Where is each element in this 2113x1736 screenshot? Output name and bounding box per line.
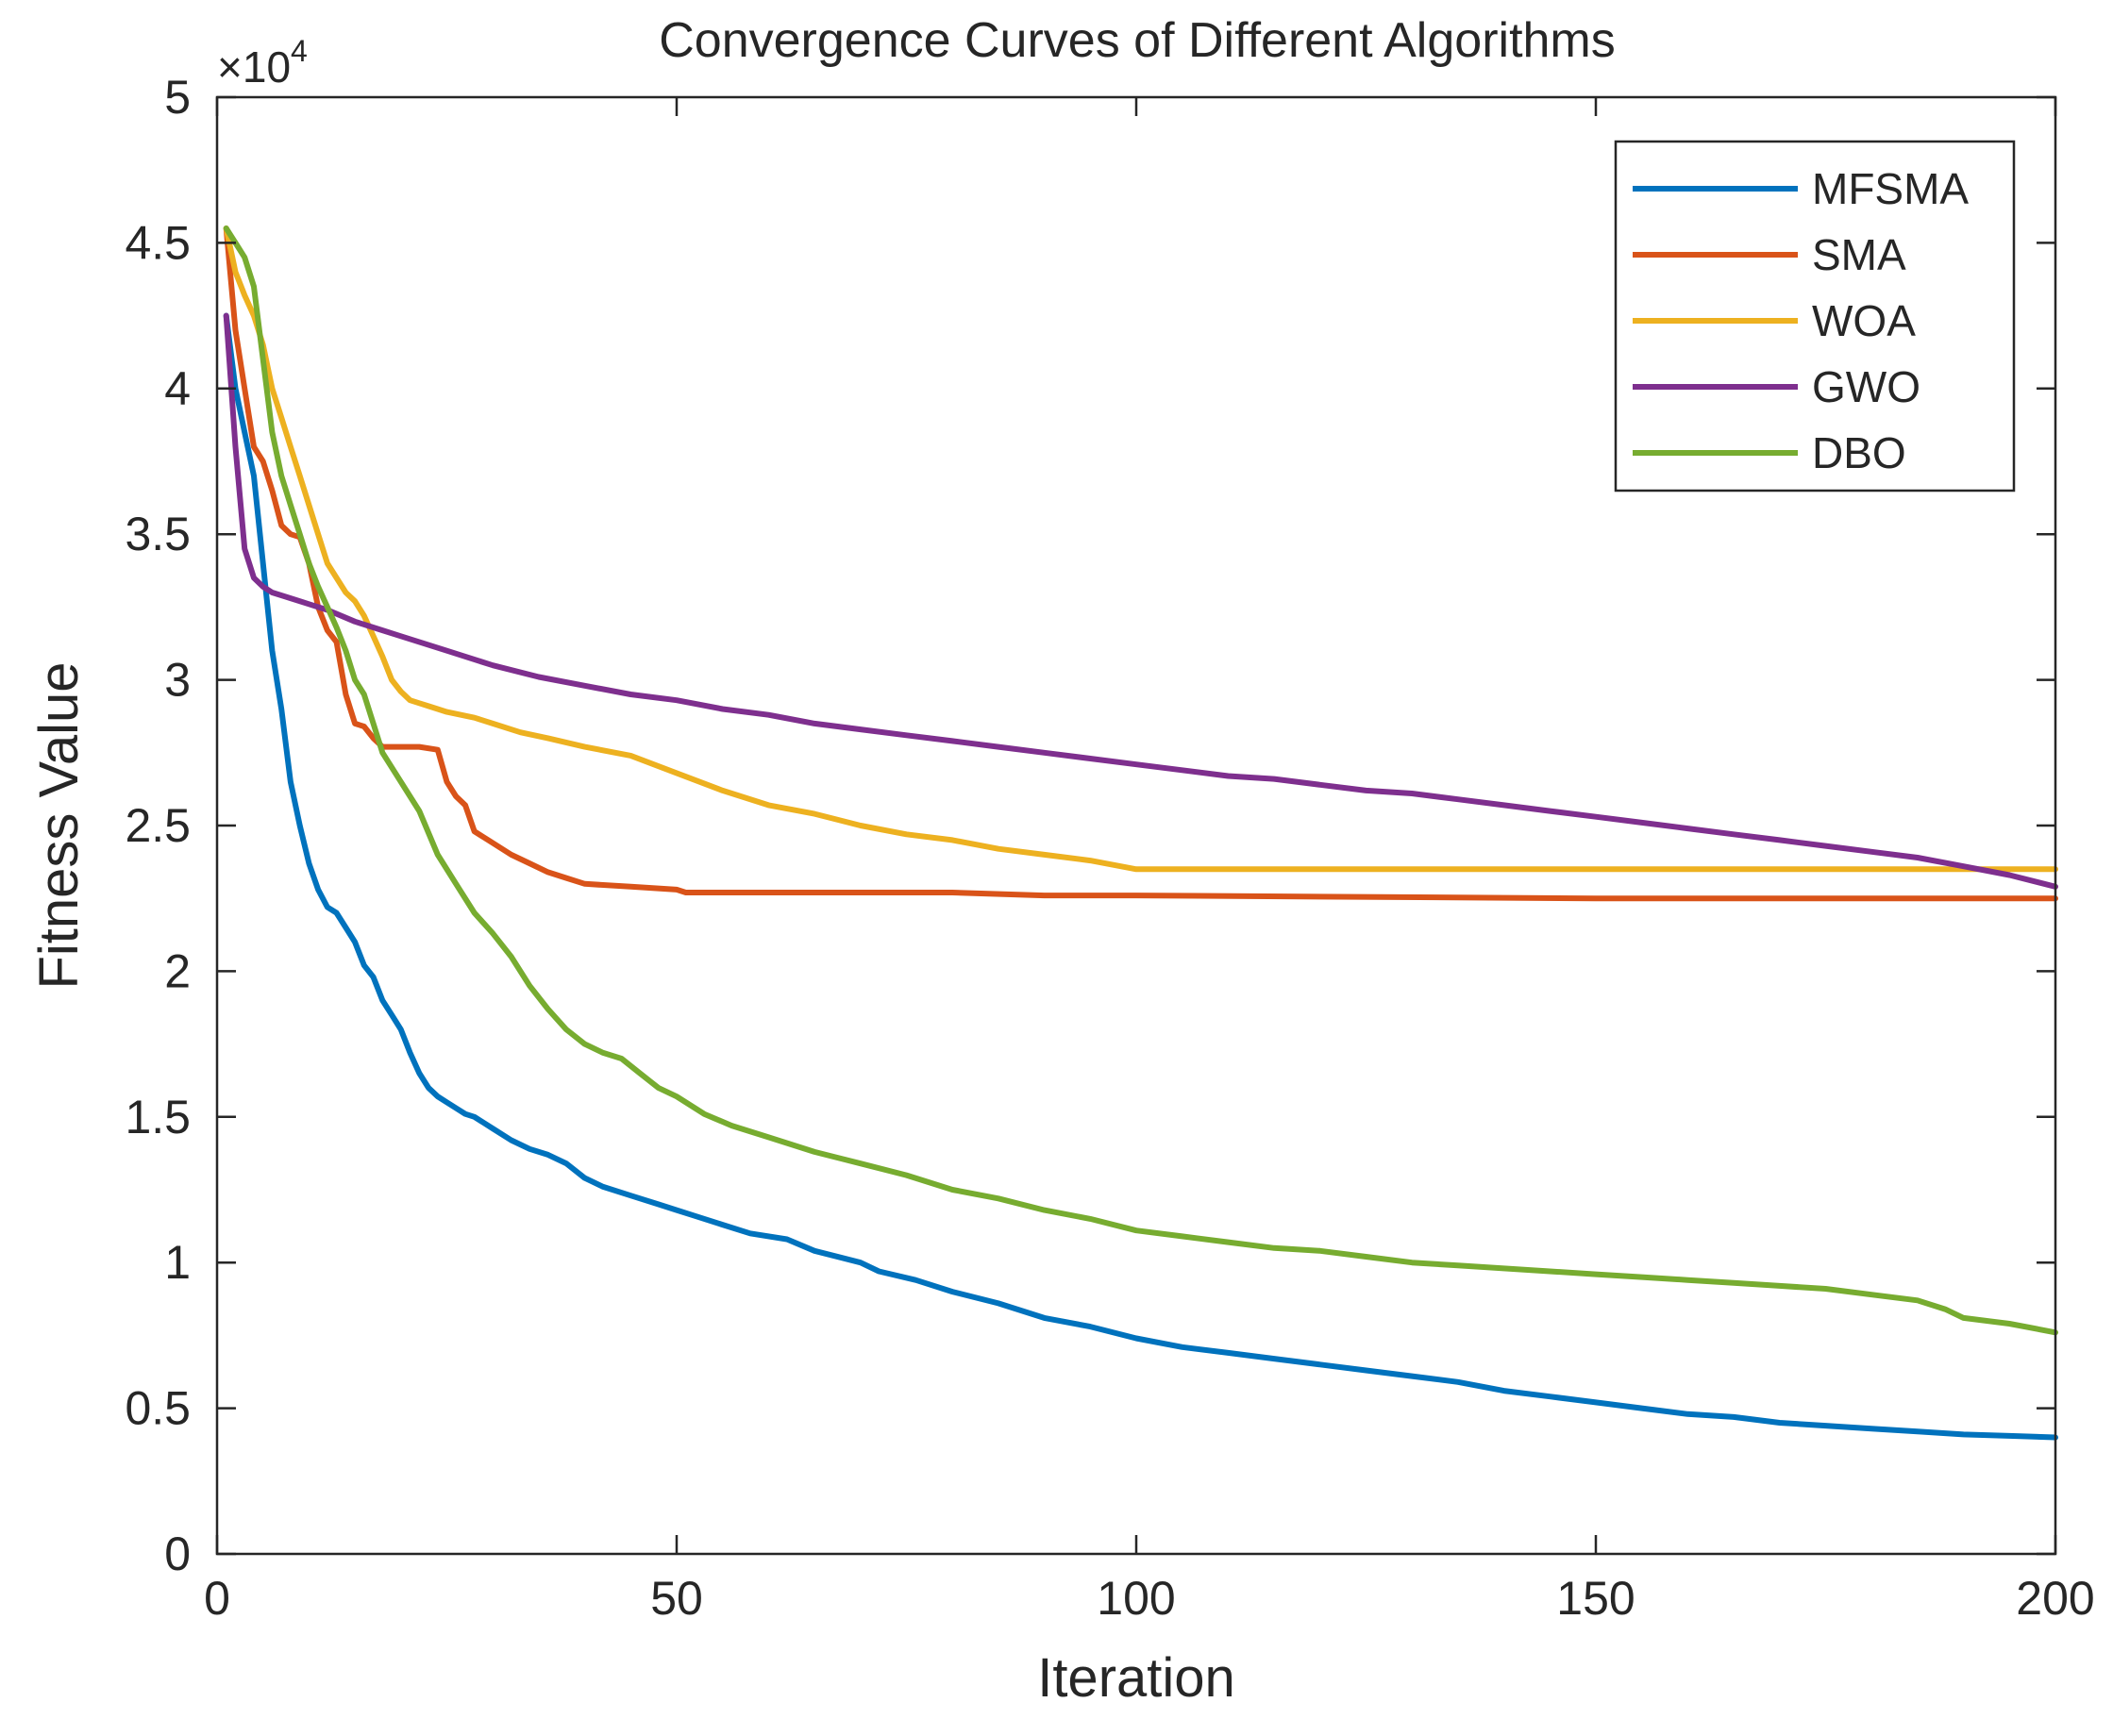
- y-tick-label: 1.5: [125, 1091, 191, 1143]
- y-axis-multiplier: ×104: [217, 34, 308, 92]
- legend-item-woa: WOA: [1633, 296, 1916, 345]
- y-tick-label: 2.5: [125, 799, 191, 852]
- y-tick-label: 5: [164, 71, 191, 124]
- legend: MFSMA SMA WOA GWO DBO: [1614, 140, 2016, 492]
- y-tick-label: 1: [164, 1236, 191, 1289]
- x-tick-label: 150: [1556, 1572, 1635, 1625]
- series-line-woa: [223, 225, 2058, 873]
- y-tick-label: 4.5: [125, 216, 191, 269]
- x-tick-label: 100: [1097, 1572, 1175, 1625]
- y-axis-ticks: 0 0.5 1 1.5 2 2.5 3 3.5 4 4.5 5: [125, 71, 2055, 1580]
- legend-box: [1614, 140, 2016, 492]
- legend-label-mfsma: MFSMA: [1812, 164, 1969, 213]
- chart-title: Convergence Curves of Different Algorith…: [659, 13, 1616, 68]
- legend-item-sma: SMA: [1633, 230, 1906, 279]
- y-tick-label: 3.5: [125, 508, 191, 560]
- y-axis-label: Fitness Value: [28, 661, 90, 989]
- y-tick-label: 2: [164, 944, 191, 997]
- legend-item-dbo: DBO: [1633, 428, 1906, 477]
- x-tick-label: 50: [650, 1572, 703, 1625]
- legend-item-mfsma: MFSMA: [1633, 164, 1969, 213]
- series-line-gwo: [223, 312, 2058, 890]
- y-axis-multiplier-exponent: 4: [291, 34, 308, 68]
- legend-label-dbo: DBO: [1812, 428, 1906, 477]
- legend-item-gwo: GWO: [1633, 362, 1920, 411]
- y-axis-multiplier-base: ×10: [217, 42, 291, 92]
- x-tick-label: 0: [204, 1572, 230, 1625]
- x-axis-label: Iteration: [1037, 1647, 1235, 1709]
- y-tick-label: 0.5: [125, 1382, 191, 1435]
- y-tick-label: 0: [164, 1527, 191, 1580]
- series-line-dbo: [223, 225, 2058, 1336]
- legend-label-woa: WOA: [1812, 296, 1916, 345]
- legend-label-sma: SMA: [1812, 230, 1906, 279]
- x-axis-ticks: 0 50 100 150 200: [204, 97, 2095, 1625]
- series-layer: [223, 225, 2058, 1441]
- series-line-mfsma: [223, 312, 2058, 1441]
- x-tick-label: 200: [2016, 1572, 2094, 1625]
- y-tick-label: 4: [164, 362, 191, 415]
- legend-label-gwo: GWO: [1812, 362, 1920, 411]
- series-line-sma: [223, 225, 2058, 902]
- y-tick-label: 3: [164, 654, 191, 707]
- legend-items: MFSMA SMA WOA GWO DBO: [1633, 164, 1969, 477]
